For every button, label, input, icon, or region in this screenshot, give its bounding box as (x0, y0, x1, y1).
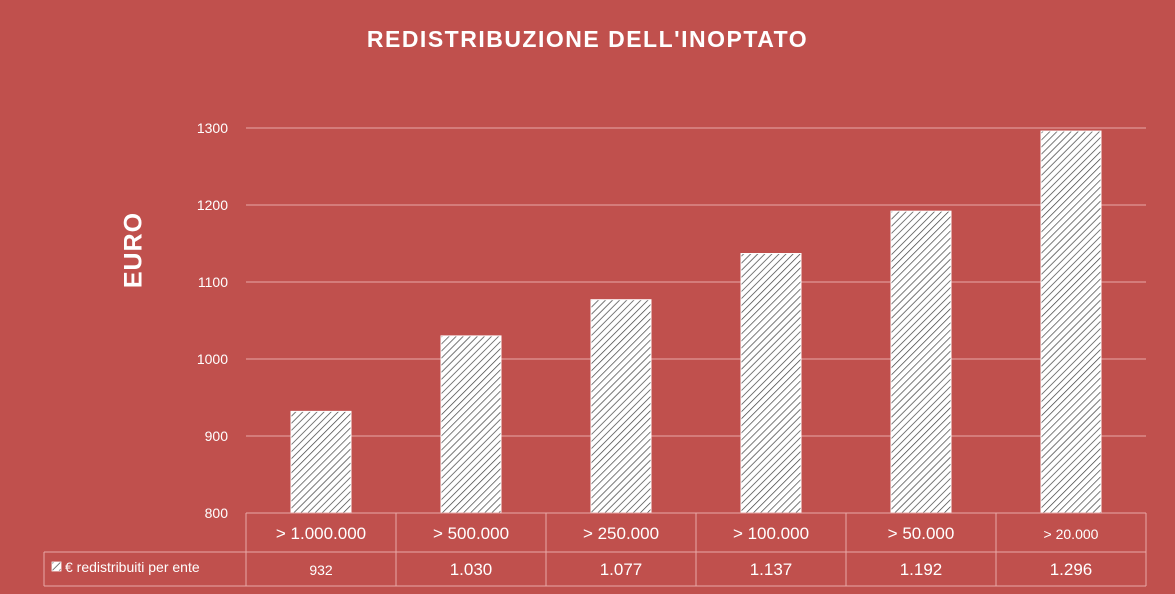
data-label: 1.296 (1050, 560, 1093, 579)
data-label: 1.137 (750, 560, 793, 579)
y-tick-label: 1100 (198, 274, 228, 290)
x-tick-label: > 50.000 (888, 524, 955, 543)
x-tick-label: > 500.000 (433, 524, 509, 543)
x-tick-label: > 1.000.000 (276, 524, 366, 543)
chart-title: REDISTRIBUZIONE DELL'INOPTATO (366, 26, 809, 52)
x-tick-label: > 20.000 (1044, 526, 1099, 542)
bar (740, 253, 802, 514)
bar (290, 410, 352, 514)
y-tick-label: 1200 (197, 197, 228, 213)
bar (440, 335, 502, 514)
y-tick-label: 1000 (197, 351, 228, 367)
data-label: 1.192 (900, 560, 943, 579)
bar (1040, 130, 1102, 514)
legend-swatch (51, 561, 62, 572)
data-label: 1.077 (600, 560, 643, 579)
bar (590, 299, 652, 514)
data-label: 1.030 (450, 560, 493, 579)
data-label: 932 (309, 562, 333, 578)
y-tick-label: 800 (205, 505, 229, 521)
x-tick-label: > 250.000 (583, 524, 659, 543)
x-tick-label: > 100.000 (733, 524, 809, 543)
legend-label: € redistribuiti per ente (65, 559, 200, 575)
bar (890, 210, 952, 514)
y-tick-label: 1300 (197, 120, 228, 136)
y-tick-label: 900 (205, 428, 229, 444)
